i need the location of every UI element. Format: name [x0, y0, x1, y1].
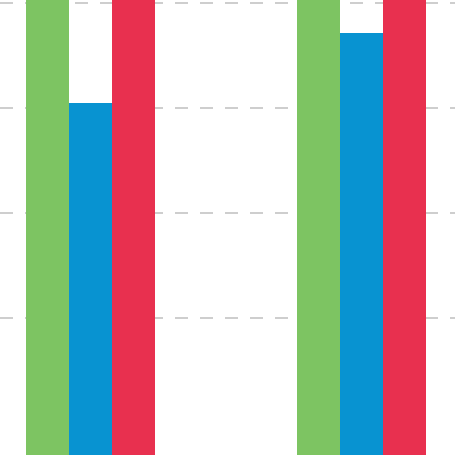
bars — [26, 0, 426, 455]
bar-series1-group2 — [297, 0, 340, 455]
bar-series3-group1 — [112, 0, 155, 455]
bar-series3-group2 — [383, 0, 426, 455]
bar-series2-group1 — [69, 103, 112, 455]
bar-series1-group1 — [26, 0, 69, 455]
bar-series2-group2 — [340, 33, 383, 455]
